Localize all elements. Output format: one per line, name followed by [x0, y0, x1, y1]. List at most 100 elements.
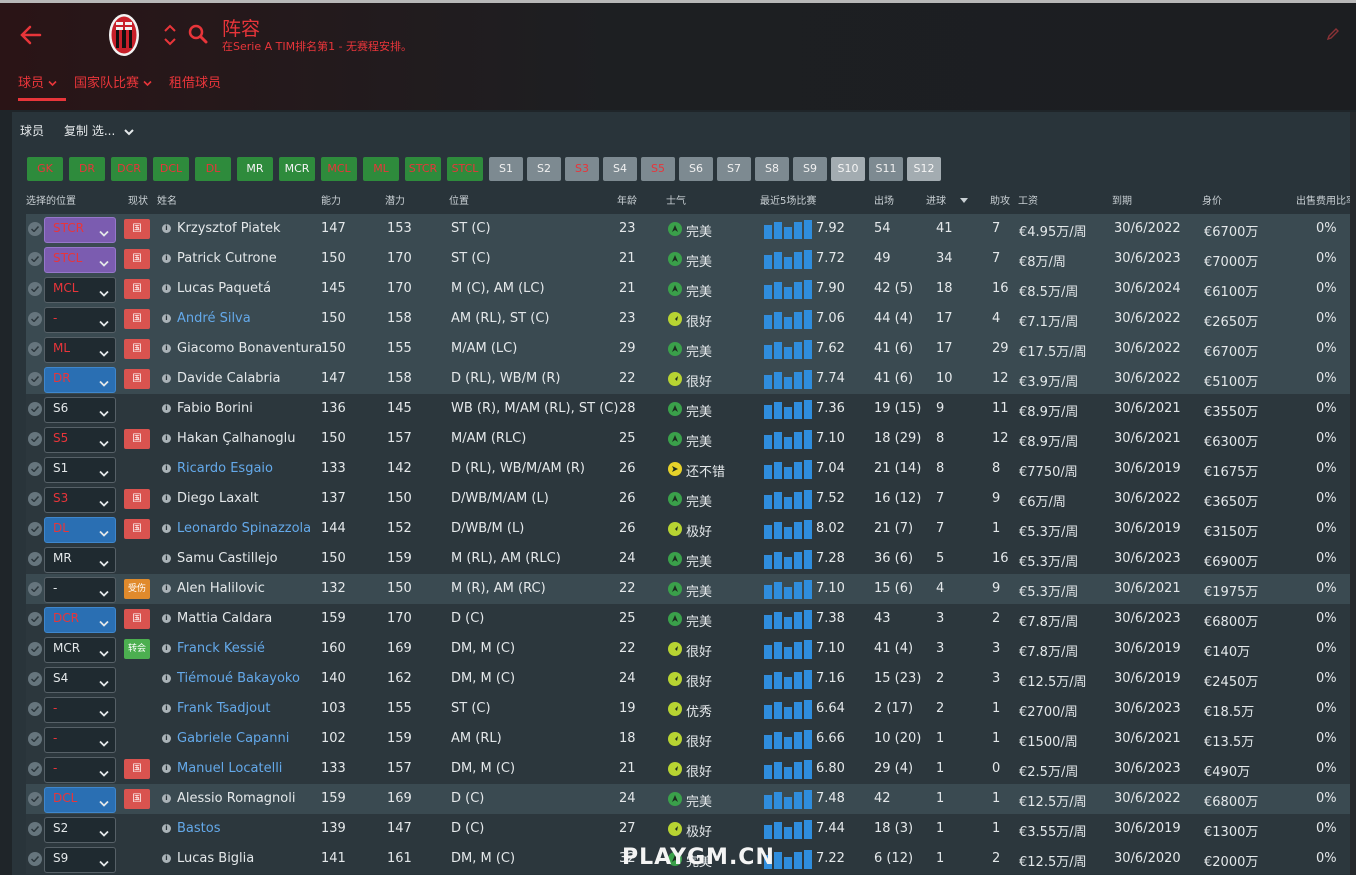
- table-row[interactable]: DCL 国家... i Alessio Romagnoli 159 169 D (C) 24 完…: [26, 784, 1356, 814]
- player-name[interactable]: Manuel Locatelli: [177, 761, 283, 776]
- player-name[interactable]: Hakan Çalhanoglu: [177, 431, 296, 446]
- position-dropdown[interactable]: DL: [44, 517, 116, 543]
- sort-arrow-icon[interactable]: [960, 196, 968, 207]
- player-name[interactable]: Ricardo Esgaio: [177, 461, 273, 476]
- column-header-ability[interactable]: 能力: [321, 196, 341, 207]
- status-badge[interactable]: 受伤: [124, 579, 150, 599]
- position-dropdown[interactable]: S6: [44, 397, 116, 423]
- position-dropdown[interactable]: S2: [44, 817, 116, 843]
- row-select-checkbox[interactable]: [28, 402, 42, 416]
- position-dropdown[interactable]: MCR: [44, 637, 116, 663]
- info-icon[interactable]: i: [162, 584, 171, 593]
- column-header-assists[interactable]: 助攻: [990, 196, 1010, 207]
- status-badge[interactable]: 国家...: [124, 429, 150, 449]
- position-dropdown[interactable]: MR: [44, 547, 116, 573]
- position-button-dr[interactable]: DR: [69, 157, 105, 181]
- row-select-checkbox[interactable]: [28, 312, 42, 326]
- column-header-status[interactable]: 现状: [128, 196, 148, 207]
- row-select-checkbox[interactable]: [28, 702, 42, 716]
- status-badge[interactable]: 国家...: [124, 249, 150, 269]
- position-dropdown[interactable]: MCL: [44, 277, 116, 303]
- player-name[interactable]: Giacomo Bonaventura: [177, 341, 323, 356]
- column-header-value[interactable]: 身价: [1202, 196, 1222, 207]
- row-select-checkbox[interactable]: [28, 612, 42, 626]
- table-row[interactable]: - i Frank Tsadjout 103 155 ST (C) 19 优秀 6.64 2 (1…: [26, 694, 1356, 724]
- table-row[interactable]: STCL 国家... i Patrick Cutrone 150 170 ST (C) 21 完…: [26, 244, 1356, 274]
- player-name[interactable]: Frank Tsadjout: [177, 701, 271, 716]
- status-badge[interactable]: 转会: [124, 639, 150, 659]
- tab-0[interactable]: 球员: [18, 72, 66, 101]
- position-dropdown[interactable]: DCR: [44, 607, 116, 633]
- row-select-checkbox[interactable]: [28, 672, 42, 686]
- position-button-s10[interactable]: S10: [831, 157, 865, 181]
- search-icon[interactable]: [188, 24, 208, 44]
- row-select-checkbox[interactable]: [28, 552, 42, 566]
- tab-2[interactable]: 租借球员: [169, 72, 221, 98]
- info-icon[interactable]: i: [162, 824, 171, 833]
- info-icon[interactable]: i: [162, 464, 171, 473]
- position-dropdown[interactable]: -: [44, 307, 116, 333]
- position-dropdown[interactable]: DCL: [44, 787, 116, 813]
- row-select-checkbox[interactable]: [28, 252, 42, 266]
- row-select-checkbox[interactable]: [28, 222, 42, 236]
- position-button-s5[interactable]: S5: [641, 157, 675, 181]
- info-icon[interactable]: i: [162, 524, 171, 533]
- row-select-checkbox[interactable]: [28, 492, 42, 506]
- column-header-position[interactable]: 位置: [449, 196, 469, 207]
- info-icon[interactable]: i: [162, 434, 171, 443]
- row-select-checkbox[interactable]: [28, 762, 42, 776]
- status-badge[interactable]: 国家...: [124, 519, 150, 539]
- info-icon[interactable]: i: [162, 734, 171, 743]
- status-badge[interactable]: 国家...: [124, 369, 150, 389]
- position-dropdown[interactable]: -: [44, 727, 116, 753]
- position-button-gk[interactable]: GK: [27, 157, 63, 181]
- row-select-checkbox[interactable]: [28, 282, 42, 296]
- table-row[interactable]: DR 国家... i Davide Calabria 147 158 D (RL), WB/…: [26, 364, 1356, 394]
- info-icon[interactable]: i: [162, 614, 171, 623]
- position-dropdown[interactable]: STCR: [44, 217, 116, 243]
- info-icon[interactable]: i: [162, 284, 171, 293]
- position-button-s12[interactable]: S12: [907, 157, 941, 181]
- position-button-mcr[interactable]: MCR: [279, 157, 315, 181]
- table-row[interactable]: STCR 国家... i Krzysztof Piatek 147 153 ST (C) 23…: [26, 214, 1356, 244]
- player-name[interactable]: Samu Castillejo: [177, 551, 278, 566]
- info-icon[interactable]: i: [162, 224, 171, 233]
- position-button-s8[interactable]: S8: [755, 157, 789, 181]
- player-name[interactable]: Krzysztof Piatek: [177, 221, 281, 236]
- column-header-age[interactable]: 年龄: [617, 196, 637, 207]
- table-row[interactable]: S4 i Tiémoué Bakayoko 140 162 DM, M (C) 24 很好 7.…: [26, 664, 1356, 694]
- position-dropdown[interactable]: S9: [44, 847, 116, 873]
- column-header-last5[interactable]: 最近5场比赛: [760, 196, 817, 207]
- position-button-mr[interactable]: MR: [237, 157, 273, 181]
- player-name[interactable]: Lucas Biglia: [177, 851, 255, 866]
- status-badge[interactable]: 国家...: [124, 219, 150, 239]
- table-row[interactable]: S5 国家... i Hakan Çalhanoglu 150 157 M/AM (RLC)…: [26, 424, 1356, 454]
- row-select-checkbox[interactable]: [28, 792, 42, 806]
- player-name[interactable]: Alessio Romagnoli: [177, 791, 296, 806]
- table-row[interactable]: - 国家... i André Silva 150 158 AM (RL), ST (C) 2…: [26, 304, 1356, 334]
- player-name[interactable]: Patrick Cutrone: [177, 251, 277, 266]
- chevron-down-icon[interactable]: [124, 125, 134, 136]
- position-button-ml[interactable]: ML: [363, 157, 399, 181]
- position-button-mcl[interactable]: MCL: [321, 157, 357, 181]
- position-button-s3[interactable]: S3: [565, 157, 599, 181]
- position-dropdown[interactable]: -: [44, 697, 116, 723]
- row-select-checkbox[interactable]: [28, 582, 42, 596]
- copy-select-dropdown[interactable]: 复制 选...: [64, 124, 116, 138]
- position-button-s4[interactable]: S4: [603, 157, 637, 181]
- row-select-checkbox[interactable]: [28, 342, 42, 356]
- position-dropdown[interactable]: S3: [44, 487, 116, 513]
- position-dropdown[interactable]: ML: [44, 337, 116, 363]
- column-header-apps[interactable]: 出场: [874, 196, 894, 207]
- row-select-checkbox[interactable]: [28, 372, 42, 386]
- table-row[interactable]: - i Gabriele Capanni 102 159 AM (RL) 18 很好 6.66 1…: [26, 724, 1356, 754]
- column-header-transfer-fee[interactable]: 出售费用比率: [1296, 196, 1356, 207]
- row-select-checkbox[interactable]: [28, 732, 42, 746]
- tab-1[interactable]: 国家队比赛: [74, 72, 152, 98]
- player-name[interactable]: Diego Laxalt: [177, 491, 259, 506]
- position-button-stcr[interactable]: STCR: [405, 157, 441, 181]
- table-row[interactable]: S9 i Lucas Biglia 141 161 DM, M (C) 32 完美 7.22 6 …: [26, 844, 1356, 874]
- player-name[interactable]: Tiémoué Bakayoko: [177, 671, 300, 686]
- position-button-s6[interactable]: S6: [679, 157, 713, 181]
